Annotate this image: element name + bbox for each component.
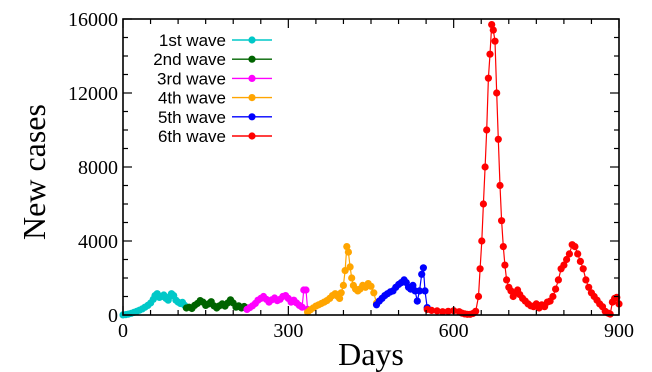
- data-point: [576, 257, 585, 265]
- data-point: [491, 37, 499, 45]
- y-tick-label: 8000: [78, 157, 118, 179]
- y-tick-label: 4000: [78, 231, 118, 253]
- data-point: [496, 181, 504, 190]
- data-point: [421, 287, 429, 295]
- series-line-6: [427, 24, 620, 315]
- legend-marker: [248, 113, 256, 121]
- data-point: [585, 283, 593, 291]
- y-tick-label: 16000: [68, 9, 118, 31]
- data-point: [498, 217, 506, 225]
- legend-label: 4th wave: [158, 89, 226, 108]
- legend-marker: [248, 94, 256, 102]
- legend-label: 5th wave: [158, 108, 226, 127]
- data-point: [415, 287, 424, 295]
- data-point: [579, 265, 587, 273]
- data-point: [474, 292, 483, 301]
- data-point: [476, 265, 484, 273]
- data-point: [571, 243, 579, 251]
- legend-item: 6th wave: [158, 127, 272, 146]
- y-tick-label: 12000: [68, 83, 118, 105]
- legend-item: 2nd wave: [153, 50, 272, 69]
- data-point: [503, 276, 511, 284]
- x-tick-label: 0: [118, 320, 128, 342]
- data-point: [574, 250, 582, 258]
- data-point: [565, 250, 574, 258]
- data-point: [348, 274, 356, 282]
- legend-item: 3rd wave: [157, 69, 272, 88]
- data-point: [367, 282, 375, 290]
- data-point: [344, 248, 352, 256]
- data-point: [494, 135, 502, 143]
- data-point: [552, 285, 560, 293]
- x-tick-label: 300: [273, 320, 303, 342]
- data-point: [418, 270, 426, 278]
- data-point: [337, 289, 345, 297]
- data-point: [582, 276, 590, 284]
- y-axis-title: New cases: [16, 104, 52, 240]
- legend-item: 4th wave: [158, 89, 272, 108]
- data-point: [370, 289, 378, 297]
- data-point: [493, 89, 501, 97]
- data-point: [343, 243, 351, 251]
- legend-label: 1st wave: [159, 31, 226, 50]
- data-point: [341, 267, 349, 275]
- data-point: [478, 237, 486, 245]
- legend-label: 2nd wave: [153, 50, 226, 69]
- data-point: [409, 281, 417, 289]
- y-tick-labels: 0 4000 8000 12000 16000: [68, 9, 118, 327]
- data-point: [298, 303, 306, 311]
- legend-marker: [248, 74, 256, 82]
- data-point: [346, 263, 354, 271]
- data-point: [484, 74, 492, 82]
- legend-marker: [248, 36, 256, 44]
- data-point: [560, 261, 568, 269]
- legend-item: 1st wave: [159, 31, 272, 50]
- data-point: [549, 292, 557, 301]
- data-point: [554, 276, 563, 284]
- data-point: [428, 306, 436, 314]
- plot-marks: [119, 21, 623, 319]
- data-point: [499, 243, 507, 251]
- data-point: [563, 255, 571, 264]
- data-point: [483, 126, 491, 134]
- x-tick-label: 900: [604, 320, 634, 342]
- data-point: [433, 307, 441, 315]
- data-point: [479, 200, 487, 208]
- data-point: [486, 50, 494, 58]
- legend-marker: [248, 55, 256, 63]
- legend-label: 6th wave: [158, 127, 226, 146]
- data-point: [606, 310, 614, 318]
- data-point: [439, 308, 447, 316]
- x-axis-title: Days: [338, 336, 404, 372]
- data-point: [489, 26, 497, 34]
- legend-label: 3rd wave: [157, 69, 226, 88]
- data-point: [413, 297, 421, 305]
- legend-marker: [248, 132, 256, 140]
- legend-item: 5th wave: [158, 108, 272, 127]
- data-point: [339, 281, 347, 289]
- data-point: [501, 261, 509, 269]
- x-tick-labels: 0 300 600 900: [118, 320, 634, 342]
- data-point: [444, 307, 452, 315]
- data-point: [302, 286, 310, 294]
- data-point: [336, 294, 344, 302]
- axis-ticks: [122, 18, 620, 316]
- data-point: [472, 307, 480, 315]
- data-point: [481, 163, 489, 171]
- data-point: [488, 21, 496, 29]
- x-tick-label: 600: [439, 320, 469, 342]
- data-point: [419, 264, 427, 272]
- y-tick-label: 0: [108, 305, 118, 327]
